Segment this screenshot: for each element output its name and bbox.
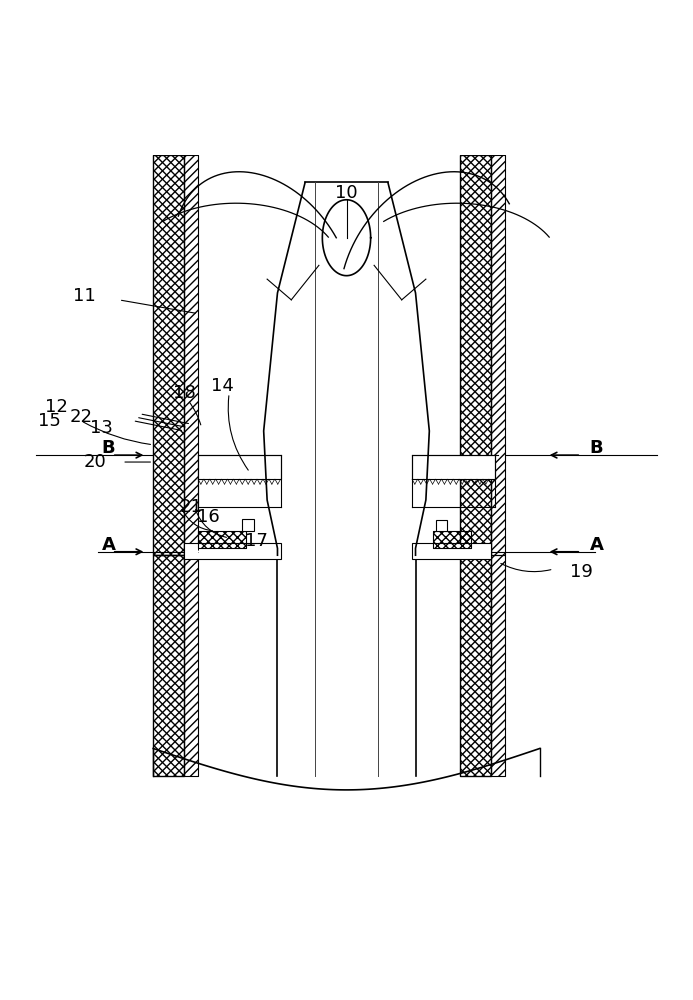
Bar: [184, 543, 281, 559]
Text: 18: 18: [173, 384, 195, 402]
Text: 13: 13: [90, 419, 113, 437]
Text: 19: 19: [570, 563, 593, 581]
Bar: [153, 155, 184, 555]
Bar: [491, 155, 505, 555]
Bar: [198, 531, 247, 548]
Bar: [460, 155, 491, 555]
Text: 16: 16: [197, 508, 220, 526]
Bar: [184, 555, 198, 776]
Bar: [460, 555, 491, 776]
Bar: [242, 519, 254, 531]
Bar: [184, 155, 198, 555]
Bar: [412, 543, 491, 559]
Bar: [491, 555, 505, 776]
Bar: [460, 555, 491, 776]
Text: 14: 14: [211, 377, 234, 395]
Text: 10: 10: [335, 184, 358, 202]
Bar: [184, 155, 198, 555]
Text: B: B: [102, 439, 115, 457]
Bar: [491, 555, 505, 776]
Bar: [432, 531, 471, 548]
Text: 20: 20: [83, 453, 106, 471]
Bar: [153, 555, 184, 776]
Text: 15: 15: [38, 412, 61, 430]
Bar: [153, 155, 184, 555]
Text: 21: 21: [179, 498, 202, 516]
Text: 12: 12: [45, 398, 68, 416]
Text: 11: 11: [73, 287, 96, 305]
Bar: [198, 531, 247, 548]
Bar: [460, 555, 491, 776]
Bar: [184, 555, 198, 776]
Bar: [198, 455, 281, 479]
Bar: [460, 155, 491, 555]
Text: A: A: [590, 536, 604, 554]
Bar: [491, 155, 505, 555]
Bar: [460, 155, 491, 555]
Text: 17: 17: [245, 532, 268, 550]
Bar: [153, 555, 184, 776]
Bar: [412, 455, 495, 479]
Bar: [153, 555, 184, 776]
Text: A: A: [101, 536, 115, 554]
Text: 22: 22: [69, 408, 92, 426]
Text: B: B: [590, 439, 603, 457]
Bar: [432, 531, 471, 548]
Bar: [436, 520, 447, 531]
Bar: [153, 155, 184, 555]
